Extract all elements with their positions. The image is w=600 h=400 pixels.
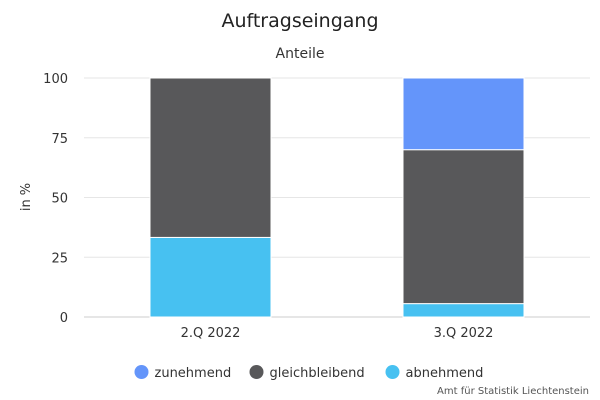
bar-segment-zunehmend[interactable] xyxy=(402,77,525,151)
y-tick-label: 50 xyxy=(51,192,68,207)
y-tick-label: 0 xyxy=(60,311,68,326)
chart-title: Auftragseingang xyxy=(221,10,378,32)
legend-item-abnehmend[interactable]: abnehmend xyxy=(385,365,484,381)
legend-marker xyxy=(385,365,400,379)
x-axis-ticks: 2.Q 2022 3.Q 2022 xyxy=(181,326,494,341)
y-axis-ticks: 0 25 50 75 100 xyxy=(43,72,68,326)
y-tick-label: 25 xyxy=(51,251,68,266)
legend-marker xyxy=(249,365,264,379)
x-tick-label: 3.Q 2022 xyxy=(434,326,494,341)
y-tick-label: 100 xyxy=(43,72,68,87)
legend-marker xyxy=(134,365,149,379)
legend-label: zunehmend xyxy=(155,366,232,381)
legend-item-zunehmend[interactable]: zunehmend xyxy=(134,365,232,381)
bar-segment-abnehmend[interactable] xyxy=(149,236,272,318)
legend-item-gleichbleibend[interactable]: gleichbleibend xyxy=(249,365,365,381)
y-axis-title: in % xyxy=(19,183,34,211)
y-tick-label: 75 xyxy=(51,132,68,147)
credit-text: Amt für Statistik Liechtenstein xyxy=(437,386,589,397)
legend-label: abnehmend xyxy=(406,366,484,381)
chart-subtitle: Anteile xyxy=(276,46,325,62)
legend: zunehmend gleichbleibend abnehmend xyxy=(134,365,484,381)
legend-label: gleichbleibend xyxy=(270,366,365,381)
bars xyxy=(149,77,525,318)
bar-segment-abnehmend[interactable] xyxy=(402,303,525,318)
bar-segment-gleichbleibend[interactable] xyxy=(402,149,525,305)
bar-segment-gleichbleibend[interactable] xyxy=(149,77,272,238)
x-tick-label: 2.Q 2022 xyxy=(181,326,241,341)
